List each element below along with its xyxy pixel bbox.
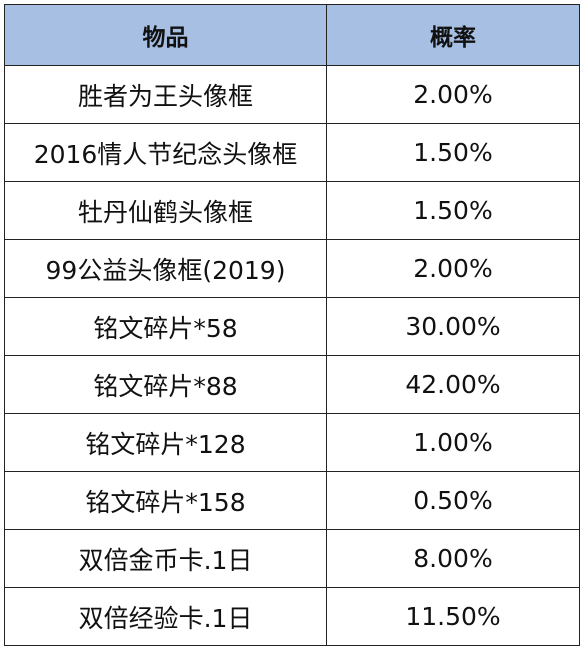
item-cell: 牡丹仙鹤头像框: [4, 181, 327, 240]
table-row: 胜者为王头像框 2.00%: [4, 65, 580, 124]
probability-cell: 11.50%: [326, 587, 580, 646]
probability-cell: 1.50%: [326, 181, 580, 240]
probability-cell: 1.50%: [326, 123, 580, 182]
probability-cell: 2.00%: [326, 65, 580, 124]
probability-cell: 2.00%: [326, 239, 580, 298]
probability-cell: 30.00%: [326, 297, 580, 356]
table-row: 2016情人节纪念头像框 1.50%: [4, 123, 580, 182]
table-row: 双倍经验卡.1日 11.50%: [4, 587, 580, 646]
header-item: 物品: [4, 4, 327, 66]
table-row: 牡丹仙鹤头像框 1.50%: [4, 181, 580, 240]
table-row: 铭文碎片*158 0.50%: [4, 471, 580, 530]
item-cell: 胜者为王头像框: [4, 65, 327, 124]
item-cell: 铭文碎片*128: [4, 413, 327, 472]
probability-table-container: 物品 概率 胜者为王头像框 2.00% 2016情人节纪念头像框 1.50% 牡…: [4, 4, 580, 656]
probability-table: 物品 概率 胜者为王头像框 2.00% 2016情人节纪念头像框 1.50% 牡…: [4, 4, 580, 646]
item-cell: 铭文碎片*58: [4, 297, 327, 356]
item-cell: 双倍经验卡.1日: [4, 587, 327, 646]
table-header-row: 物品 概率: [4, 4, 580, 66]
probability-cell: 1.00%: [326, 413, 580, 472]
table-row: 99公益头像框(2019) 2.00%: [4, 239, 580, 298]
item-cell: 99公益头像框(2019): [4, 239, 327, 298]
item-cell: 铭文碎片*158: [4, 471, 327, 530]
probability-cell: 0.50%: [326, 471, 580, 530]
probability-cell: 8.00%: [326, 529, 580, 588]
item-cell: 2016情人节纪念头像框: [4, 123, 327, 182]
header-probability: 概率: [326, 4, 580, 66]
table-row: 铭文碎片*58 30.00%: [4, 297, 580, 356]
item-cell: 双倍金币卡.1日: [4, 529, 327, 588]
table-row: 双倍金币卡.1日 8.00%: [4, 529, 580, 588]
probability-cell: 42.00%: [326, 355, 580, 414]
table-row: 铭文碎片*88 42.00%: [4, 355, 580, 414]
table-row: 铭文碎片*128 1.00%: [4, 413, 580, 472]
item-cell: 铭文碎片*88: [4, 355, 327, 414]
